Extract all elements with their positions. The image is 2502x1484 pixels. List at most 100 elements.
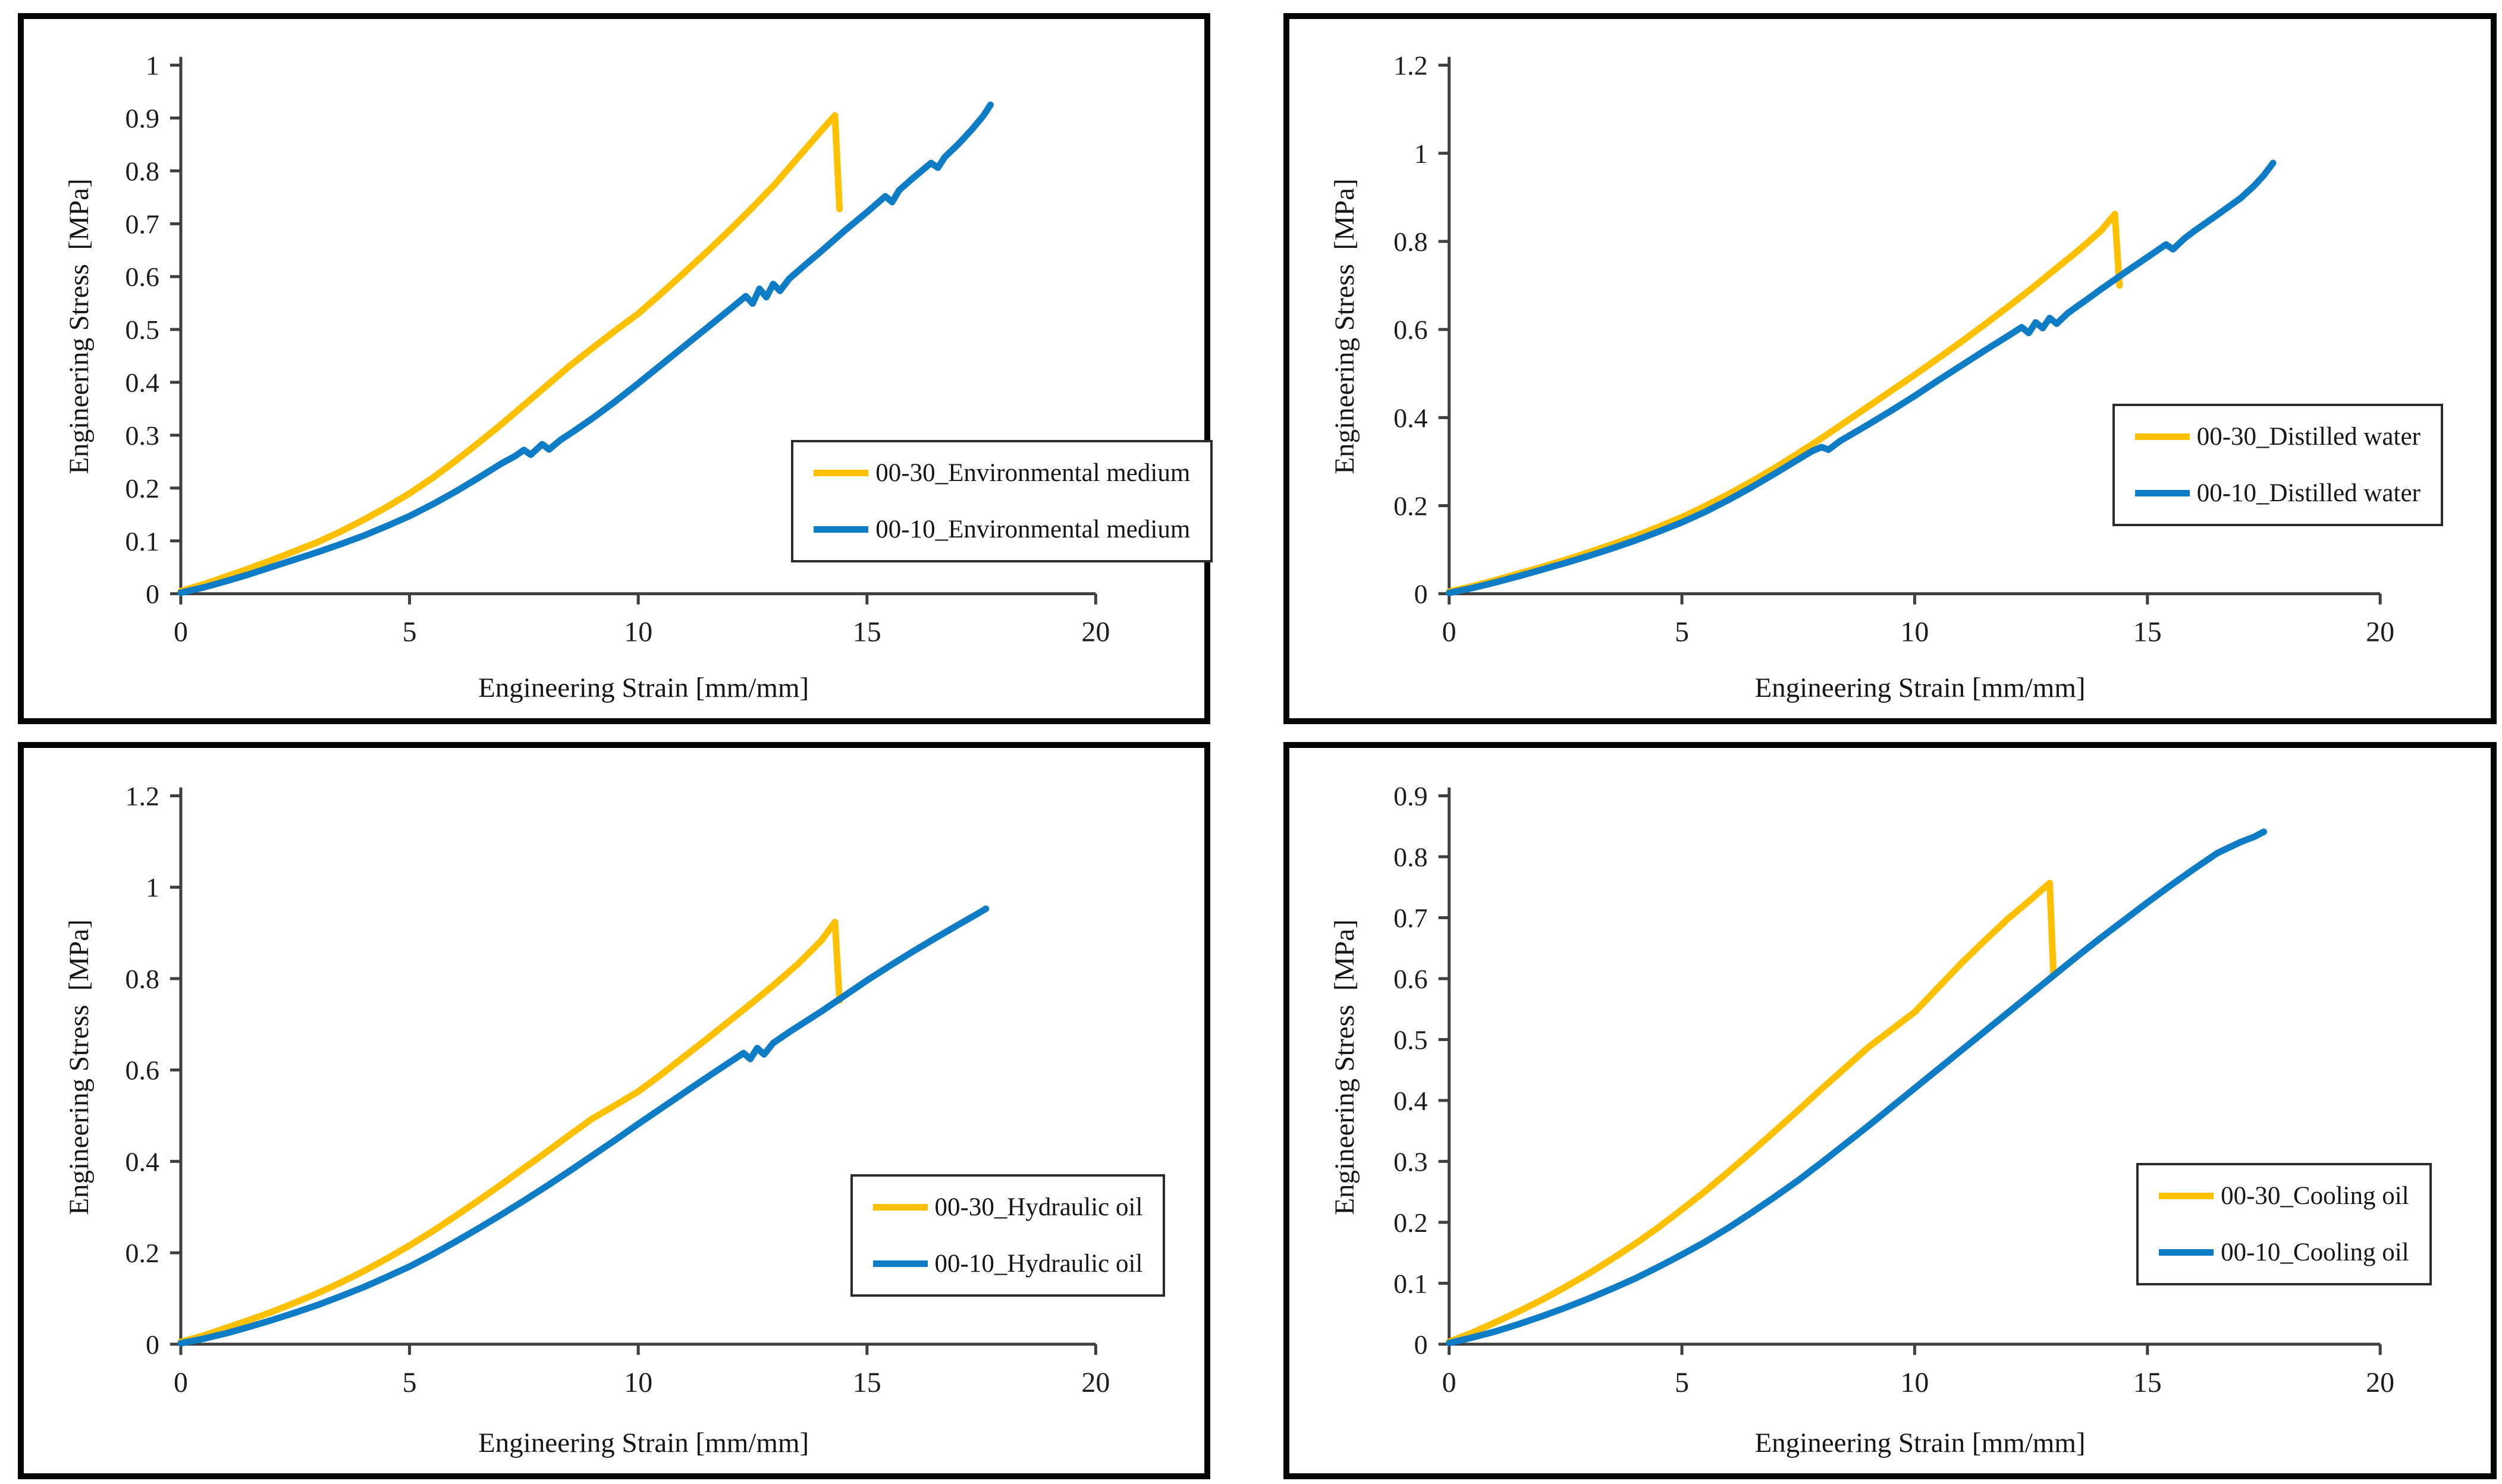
svg-text:10: 10 xyxy=(1900,617,1929,648)
chart-panel-hydraulic-oil: 0 0.2 0.4 0.6 0.8 1 1.2 0 5 10 15 20 Engineering St… xyxy=(18,742,1210,1479)
svg-text:0.7: 0.7 xyxy=(125,209,160,239)
legend-item-00-30: 00-30_Distilled water xyxy=(2134,422,2421,451)
legend-label: 00-10_Environmental medium xyxy=(875,515,1191,543)
svg-text:0.1: 0.1 xyxy=(125,526,160,556)
svg-text:20: 20 xyxy=(2366,1367,2394,1398)
legend-item-00-10: 00-10_Distilled water xyxy=(2134,479,2421,507)
svg-text:0.8: 0.8 xyxy=(1393,842,1428,872)
svg-text:0: 0 xyxy=(174,617,188,648)
svg-text:0: 0 xyxy=(1414,1329,1428,1360)
svg-text:5: 5 xyxy=(403,617,417,648)
svg-text:1: 1 xyxy=(146,872,159,903)
stress-strain-plot-cooling-oil: 0 0.1 0.2 0.3 0.4 0.5 0.6 0.7 0.8 0.9 0 5 10 15 20 xyxy=(1393,781,2394,1398)
series-line-swatch-00-10 xyxy=(2134,489,2190,496)
series-line-swatch-00-30 xyxy=(814,469,869,476)
legend-item-00-10: 00-10_Cooling oil xyxy=(2159,1240,2409,1265)
y-axis-title: Engineering Stress [MPa] xyxy=(1329,919,1360,1215)
svg-text:1.2: 1.2 xyxy=(125,781,160,812)
svg-text:10: 10 xyxy=(1900,1367,1929,1398)
svg-text:0: 0 xyxy=(146,1329,159,1360)
svg-text:15: 15 xyxy=(853,1367,881,1398)
svg-text:0.4: 0.4 xyxy=(1393,403,1428,433)
stress-strain-plot-hydraulic-oil: 0 0.2 0.4 0.6 0.8 1 1.2 0 5 10 15 20 xyxy=(125,781,1110,1398)
legend-label: 00-10_Cooling oil xyxy=(2221,1238,2409,1266)
svg-text:0.6: 0.6 xyxy=(1393,964,1428,994)
legend-label: 00-10_Hydraulic oil xyxy=(934,1250,1143,1278)
svg-text:0: 0 xyxy=(1442,617,1456,648)
x-axis-title: Engineering Strain [mm/mm] xyxy=(1754,672,2086,703)
legend: 00-30_Cooling oil 00-10_Cooling oil xyxy=(2136,1162,2432,1285)
series-line-swatch-00-30 xyxy=(2159,1192,2214,1199)
svg-text:0.7: 0.7 xyxy=(1393,903,1428,933)
svg-text:0.5: 0.5 xyxy=(1393,1024,1428,1055)
svg-text:10: 10 xyxy=(624,617,652,648)
svg-text:1: 1 xyxy=(1414,139,1428,169)
svg-text:0: 0 xyxy=(174,1367,188,1398)
svg-text:0.8: 0.8 xyxy=(125,964,160,994)
legend: 00-30_Environmental medium 00-10_Environ… xyxy=(791,439,1213,562)
svg-text:20: 20 xyxy=(1081,617,1110,648)
legend-item-00-10: 00-10_Hydraulic oil xyxy=(872,1250,1143,1278)
series-line-swatch-00-30 xyxy=(872,1204,928,1211)
svg-text:0.4: 0.4 xyxy=(1393,1086,1428,1116)
svg-text:0.1: 0.1 xyxy=(1393,1268,1428,1298)
svg-text:10: 10 xyxy=(624,1367,652,1398)
svg-text:0.8: 0.8 xyxy=(125,156,160,186)
svg-text:0.6: 0.6 xyxy=(125,1055,160,1086)
series-line-swatch-00-10 xyxy=(2159,1249,2214,1256)
legend-label: 00-30_Distilled water xyxy=(2196,422,2421,451)
legend-label: 00-30_Hydraulic oil xyxy=(934,1193,1143,1222)
svg-text:0.9: 0.9 xyxy=(1393,781,1428,812)
legend-item-00-30: 00-30_Environmental medium xyxy=(814,460,1190,486)
legend: 00-30_Hydraulic oil 00-10_Hydraulic oil xyxy=(850,1174,1166,1297)
legend-label: 00-30_Environmental medium xyxy=(875,458,1191,487)
legend-item-00-10: 00-10_Environmental medium xyxy=(814,517,1190,542)
svg-text:1.2: 1.2 xyxy=(1393,51,1428,81)
svg-text:0.5: 0.5 xyxy=(125,315,160,345)
legend-label: 00-10_Distilled water xyxy=(2196,479,2421,507)
svg-text:0: 0 xyxy=(1414,579,1428,609)
chart-panel-cooling-oil: 0 0.1 0.2 0.3 0.4 0.5 0.6 0.7 0.8 0.9 0 5 10 15 20 Eng… xyxy=(1283,742,2497,1479)
chart-panel-environmental-medium: 0 0.1 0.2 0.3 0.4 0.5 0.6 0.7 0.8 0.9 1 0 5 10 15 20 En… xyxy=(18,13,1213,724)
x-axis-title: Engineering Strain [mm/mm] xyxy=(478,1428,809,1458)
svg-text:0.2: 0.2 xyxy=(1393,491,1428,521)
svg-text:5: 5 xyxy=(1675,617,1689,648)
svg-text:5: 5 xyxy=(403,1367,417,1398)
stress-strain-plot-distilled-water: 0 0.2 0.4 0.6 0.8 1 1.2 0 5 10 15 20 xyxy=(1393,51,2394,648)
stress-strain-plot-environmental-medium: 00.10.20.30.40.50.60.70.80.910 5 10 15 20 xyxy=(125,51,1110,648)
series-line-swatch-00-10 xyxy=(872,1260,928,1268)
svg-text:0.2: 0.2 xyxy=(125,1238,160,1268)
svg-text:0.2: 0.2 xyxy=(1393,1208,1428,1238)
chart-panel-distilled-water: 0 0.2 0.4 0.6 0.8 1 1.2 0 5 10 15 20 Engineering St… xyxy=(1283,13,2497,724)
svg-text:15: 15 xyxy=(853,617,881,648)
x-axis-title: Engineering Strain [mm/mm] xyxy=(1754,1428,2086,1458)
svg-text:15: 15 xyxy=(2133,617,2162,648)
svg-text:20: 20 xyxy=(2366,617,2394,648)
svg-text:1: 1 xyxy=(146,51,159,81)
svg-text:0.9: 0.9 xyxy=(125,103,160,134)
legend-item-00-30: 00-30_Hydraulic oil xyxy=(872,1193,1143,1222)
svg-text:5: 5 xyxy=(1675,1367,1689,1398)
y-axis-title: Engineering Stress [MPa] xyxy=(1329,178,1360,475)
series-line-swatch-00-10 xyxy=(814,526,869,533)
svg-text:0: 0 xyxy=(146,579,159,609)
svg-text:15: 15 xyxy=(2133,1367,2162,1398)
svg-text:0.6: 0.6 xyxy=(1393,315,1428,345)
svg-text:0.2: 0.2 xyxy=(125,473,160,504)
svg-text:0: 0 xyxy=(1442,1367,1456,1398)
svg-text:20: 20 xyxy=(1081,1367,1110,1398)
series-line-swatch-00-30 xyxy=(2134,433,2190,440)
svg-text:0.8: 0.8 xyxy=(1393,227,1428,257)
svg-text:0.3: 0.3 xyxy=(125,420,160,451)
legend-label: 00-30_Cooling oil xyxy=(2221,1181,2409,1210)
legend: 00-30_Distilled water 00-10_Distilled wa… xyxy=(2112,403,2443,526)
y-axis-title: Engineering Stress [MPa] xyxy=(64,178,95,475)
y-axis-title: Engineering Stress [MPa] xyxy=(64,919,95,1215)
svg-text:0.6: 0.6 xyxy=(125,262,160,292)
legend-item-00-30: 00-30_Cooling oil xyxy=(2159,1183,2409,1209)
svg-text:0.4: 0.4 xyxy=(125,367,160,398)
x-axis-title: Engineering Strain [mm/mm] xyxy=(478,672,809,703)
svg-text:0.4: 0.4 xyxy=(125,1146,160,1177)
svg-text:0.3: 0.3 xyxy=(1393,1146,1428,1177)
